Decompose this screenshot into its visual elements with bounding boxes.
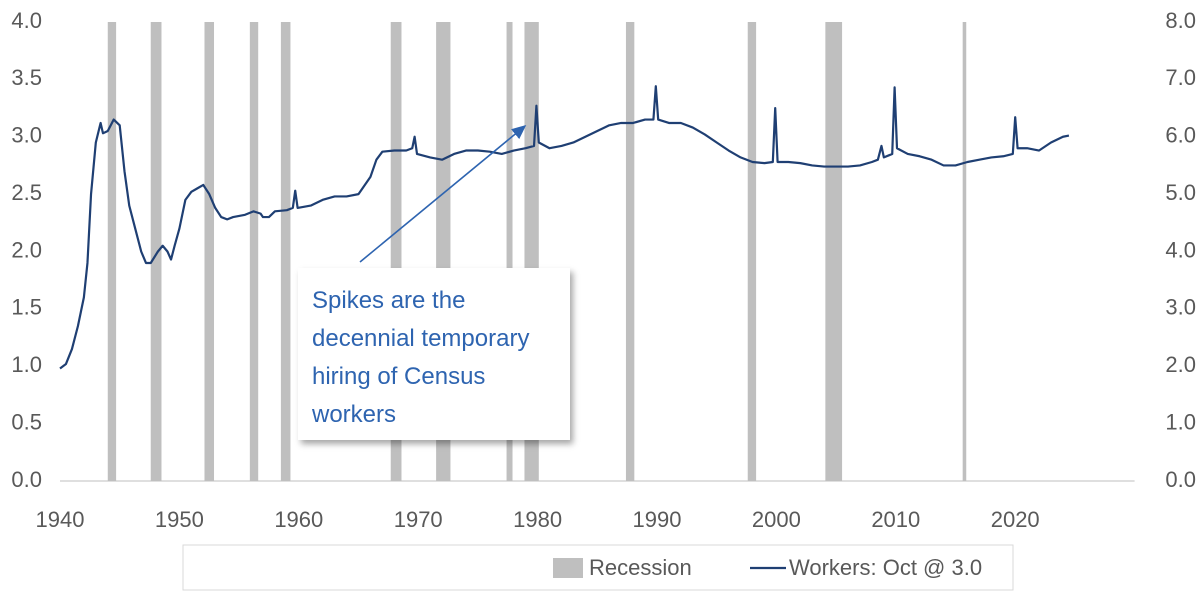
recession-band: [506, 22, 513, 481]
recession-band: [625, 22, 635, 481]
y-tick-label: 3.5: [11, 65, 42, 90]
legend-label: Workers: Oct @ 3.0: [789, 555, 982, 580]
legend-label: Recession: [589, 555, 692, 580]
recession-band: [204, 22, 215, 481]
x-tick-label: 1960: [274, 507, 323, 532]
y-tick-label: 0.0: [11, 467, 42, 492]
recession-band: [150, 22, 162, 481]
workers-line: [59, 85, 1070, 370]
recession-band: [280, 22, 291, 481]
x-tick-label: 1980: [513, 507, 562, 532]
x-tick-label: 2020: [991, 507, 1040, 532]
y-tick-label: 1.5: [11, 295, 42, 320]
x-tick-label: 1990: [633, 507, 682, 532]
annotation: Spikes are the decennial temporary hirin…: [298, 268, 570, 440]
y2-tick-label: 5.0: [1165, 180, 1196, 205]
y-tick-label: 4.0: [11, 8, 42, 33]
recession-band: [962, 22, 967, 481]
annotation-arrow: [359, 124, 527, 263]
y2-tick-label: 8.0: [1165, 8, 1196, 33]
y-tick-label: 3.0: [11, 123, 42, 148]
y2-tick-label: 4.0: [1165, 237, 1196, 262]
y-tick-label: 2.0: [11, 237, 42, 262]
x-tick-label: 2010: [871, 507, 920, 532]
y2-tick-label: 2.0: [1165, 352, 1196, 377]
legend-box: [182, 544, 1014, 591]
y-tick-label: 0.5: [11, 409, 42, 434]
x-tick-label: 1940: [36, 507, 85, 532]
y2-tick-label: 1.0: [1165, 409, 1196, 434]
x-tick-label: 1970: [394, 507, 443, 532]
y-tick-label: 1.0: [11, 352, 42, 377]
x-tick-label: 2000: [752, 507, 801, 532]
recession-band: [825, 22, 843, 481]
recession-band: [249, 22, 259, 481]
recession-band: [107, 22, 117, 481]
legend-swatch: [553, 558, 583, 578]
recession-band: [747, 22, 757, 481]
y-tick-label: 2.5: [11, 180, 42, 205]
x-tick-label: 1950: [155, 507, 204, 532]
y2-tick-label: 7.0: [1165, 65, 1196, 90]
y2-tick-label: 6.0: [1165, 123, 1196, 148]
recession-band: [390, 22, 402, 481]
y2-tick-label: 0.0: [1165, 467, 1196, 492]
y2-tick-label: 3.0: [1165, 295, 1196, 320]
